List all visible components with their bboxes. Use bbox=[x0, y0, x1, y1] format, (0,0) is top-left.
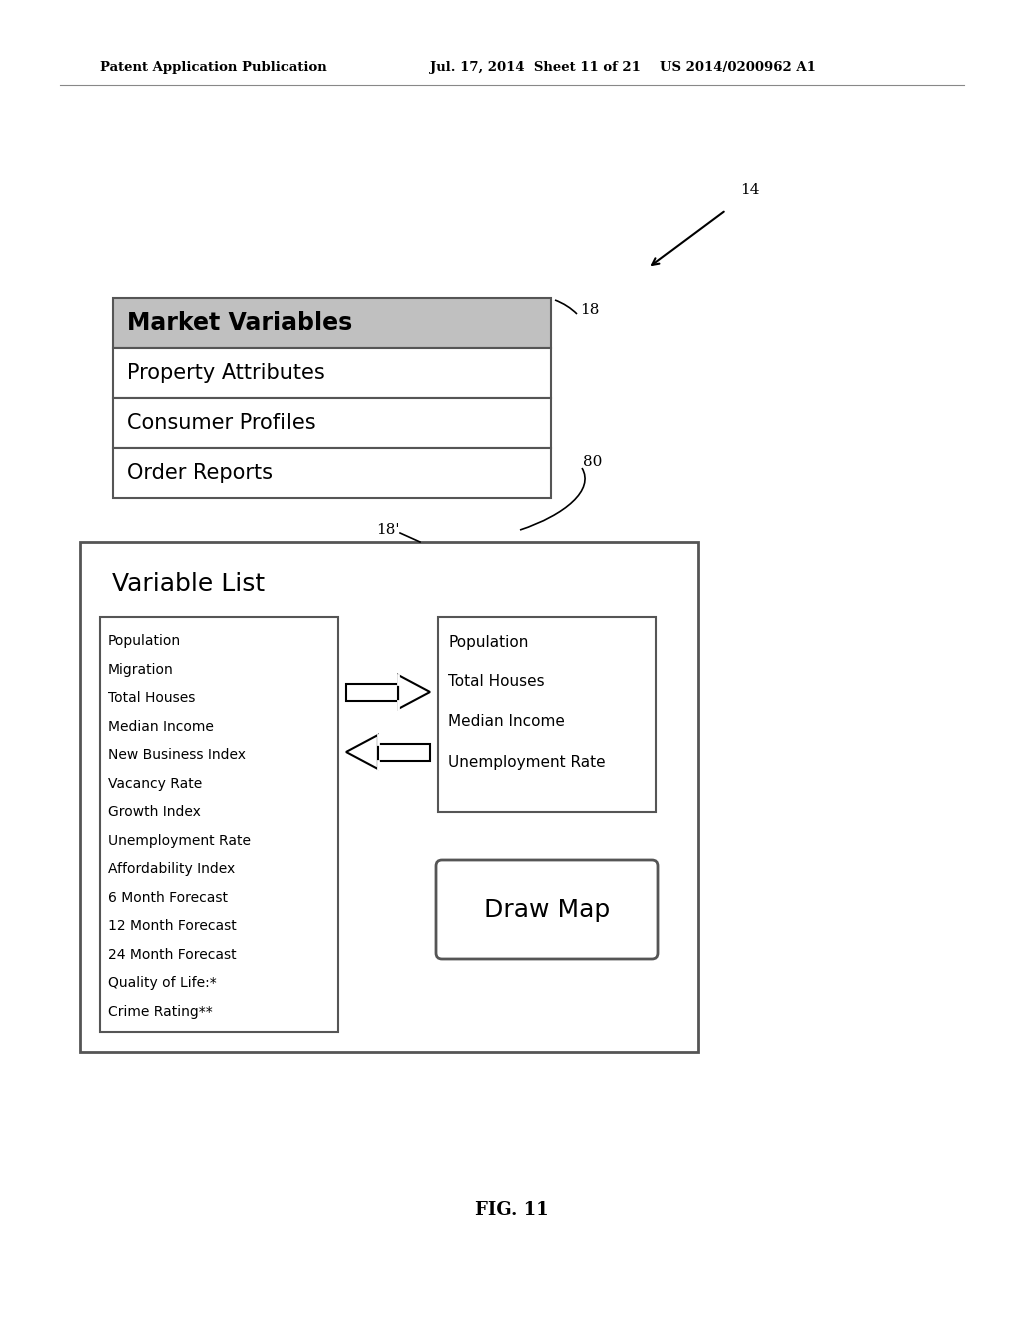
Bar bbox=[113, 399, 551, 447]
Text: Total Houses: Total Houses bbox=[449, 675, 545, 689]
Text: Patent Application Publication: Patent Application Publication bbox=[100, 62, 327, 74]
Text: FIG. 11: FIG. 11 bbox=[475, 1201, 549, 1218]
Bar bbox=[113, 348, 551, 399]
Text: Market Variables: Market Variables bbox=[127, 312, 352, 335]
Polygon shape bbox=[398, 675, 430, 709]
Polygon shape bbox=[346, 735, 378, 770]
Text: New Business Index: New Business Index bbox=[108, 748, 246, 762]
Text: Total Houses: Total Houses bbox=[108, 692, 196, 705]
Text: Vacancy Rate: Vacancy Rate bbox=[108, 776, 203, 791]
Text: Median Income: Median Income bbox=[449, 714, 565, 730]
Text: Crime Rating**: Crime Rating** bbox=[108, 1005, 213, 1019]
Text: Consumer Profiles: Consumer Profiles bbox=[127, 413, 315, 433]
Text: Quality of Life:*: Quality of Life:* bbox=[108, 977, 217, 990]
Bar bbox=[113, 447, 551, 498]
Text: Jul. 17, 2014  Sheet 11 of 21: Jul. 17, 2014 Sheet 11 of 21 bbox=[430, 62, 641, 74]
Bar bbox=[438, 616, 656, 812]
Text: Growth Index: Growth Index bbox=[108, 805, 201, 820]
Text: 18': 18' bbox=[376, 523, 399, 537]
Text: 14: 14 bbox=[740, 183, 760, 197]
Text: 24 Month Forecast: 24 Month Forecast bbox=[108, 948, 237, 962]
Text: 80: 80 bbox=[583, 455, 602, 469]
Text: Variable List: Variable List bbox=[112, 572, 265, 597]
Text: Order Reports: Order Reports bbox=[127, 463, 273, 483]
Bar bbox=[80, 543, 698, 1052]
Text: Migration: Migration bbox=[108, 663, 174, 677]
Bar bbox=[100, 616, 338, 1032]
Text: Unemployment Rate: Unemployment Rate bbox=[449, 755, 605, 770]
Text: Unemployment Rate: Unemployment Rate bbox=[108, 834, 251, 847]
Bar bbox=[378, 743, 430, 760]
Text: 12 Month Forecast: 12 Month Forecast bbox=[108, 919, 237, 933]
Text: Affordability Index: Affordability Index bbox=[108, 862, 236, 876]
FancyBboxPatch shape bbox=[436, 861, 658, 960]
Bar bbox=[113, 298, 551, 348]
Text: 18: 18 bbox=[580, 304, 599, 317]
Text: Property Attributes: Property Attributes bbox=[127, 363, 325, 383]
Text: 6 Month Forecast: 6 Month Forecast bbox=[108, 891, 228, 904]
Text: Population: Population bbox=[108, 634, 181, 648]
Text: US 2014/0200962 A1: US 2014/0200962 A1 bbox=[660, 62, 816, 74]
Text: Population: Population bbox=[449, 635, 528, 649]
Bar bbox=[346, 684, 398, 701]
Text: Draw Map: Draw Map bbox=[484, 898, 610, 921]
Text: Median Income: Median Income bbox=[108, 719, 214, 734]
